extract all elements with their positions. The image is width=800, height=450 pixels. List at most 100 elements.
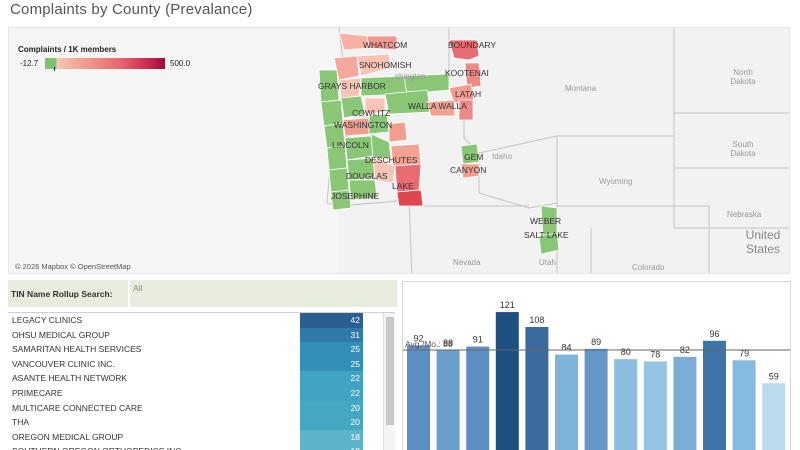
chart-bar[interactable] — [436, 349, 460, 450]
bar-value-label: 84 — [561, 343, 571, 353]
tin-name: OHSU MEDICAL GROUP — [12, 329, 110, 340]
state-label: North Dakota — [730, 68, 756, 86]
tin-name: VANCOUVER CLINIC INC. — [12, 358, 115, 369]
chart-bar[interactable] — [466, 346, 490, 450]
chart-bar[interactable] — [703, 340, 726, 450]
county-shape[interactable] — [330, 189, 352, 211]
chart-bar[interactable] — [584, 348, 608, 450]
county-shape[interactable] — [458, 99, 474, 121]
table-scrollbar[interactable] — [383, 313, 395, 450]
chart-bar[interactable] — [732, 360, 756, 450]
tin-table: LEGACY CLINICS 42 OHSU MEDICAL GROUP 31 SAMA… — [8, 312, 395, 450]
table-scrollbar-thumb[interactable] — [386, 317, 394, 425]
county-label: BOUNDARY — [448, 40, 497, 50]
tin-value: 42 — [300, 313, 363, 328]
table-row[interactable]: LEGACY CLINICS 42 — [8, 313, 395, 328]
search-input[interactable]: All — [129, 280, 397, 307]
tin-value: 22 — [300, 371, 363, 386]
tin-name: MULTICARE CONNECTED CARE — [12, 402, 143, 413]
county-shape[interactable] — [460, 163, 480, 179]
county-label: GRAYS HARBOR — [318, 81, 386, 91]
county-shape[interactable] — [388, 121, 408, 143]
county-map[interactable]: Complaints / 1K members -12.7 500.0 WHAT… — [8, 27, 790, 274]
bar-value-label: 121 — [500, 300, 515, 310]
tin-value: 20 — [300, 400, 363, 416]
tin-value: 18 — [300, 429, 363, 445]
tin-name: SAMARITAN HEALTH SERVICES — [12, 344, 142, 355]
county-label: DESCHUTES — [365, 155, 418, 165]
chart-bar[interactable] — [555, 354, 578, 450]
county-shape[interactable] — [403, 73, 450, 95]
search-label: TIN Name Rollup Search: — [8, 280, 128, 307]
table-row[interactable]: MULTICARE CONNECTED CARE 20 — [8, 400, 395, 416]
county-label: LINCOLN — [332, 140, 369, 150]
table-row[interactable]: VANCOUVER CLINIC INC. 25 — [8, 356, 395, 372]
tin-name: PRIMECARE — [12, 387, 63, 398]
table-row[interactable]: OREGON MEDICAL GROUP 18 — [8, 429, 395, 445]
map-legend: Complaints / 1K members -12.7 500.0 — [18, 45, 198, 71]
county-shape[interactable] — [348, 179, 378, 201]
map-attribution[interactable]: © 2026 Mapbox © OpenStreetMap — [15, 262, 131, 271]
county-label: SNOHOMISH — [359, 60, 412, 70]
county-shape[interactable] — [396, 189, 424, 207]
table-row[interactable]: SAMARITAN HEALTH SERVICES 25 — [8, 342, 395, 357]
chart-bar[interactable] — [643, 361, 667, 450]
tin-name: SOUTHERN OREGON ORTHOPEDICS INC — [12, 446, 181, 450]
county-label: WEBER — [530, 216, 562, 226]
state-label: Montana — [565, 84, 597, 93]
county-shape[interactable] — [372, 157, 396, 184]
chart-bar[interactable] — [673, 356, 697, 450]
tin-rows: LEGACY CLINICS 42 OHSU MEDICAL GROUP 31 SAMA… — [8, 313, 395, 450]
county-label: GEM — [464, 152, 484, 162]
table-row[interactable]: PRIMECARE 22 — [8, 385, 395, 401]
table-row[interactable]: OHSU MEDICAL GROUP 31 — [8, 327, 395, 343]
county-shape[interactable] — [426, 99, 456, 117]
county-label: DOUGLAS — [346, 171, 388, 181]
bar-value-label: 96 — [709, 329, 719, 339]
county-shapes[interactable] — [318, 32, 560, 255]
bar-value-label: 88 — [443, 338, 453, 348]
county-shape[interactable] — [464, 62, 482, 89]
county-label: WHATCOM — [363, 40, 408, 50]
chart-bar[interactable] — [495, 312, 519, 450]
county-shape[interactable] — [448, 83, 475, 104]
tin-value: 20 — [300, 415, 363, 430]
county-label: WALLA WALLA — [408, 101, 467, 111]
county-label: WASHINGTON — [334, 120, 393, 130]
county-shape[interactable] — [364, 97, 386, 115]
county-shape[interactable] — [448, 39, 480, 61]
state-label: South Dakota — [730, 140, 756, 158]
tin-value: 31 — [300, 327, 363, 343]
reference-line-label: Avg./Mo.: 88 — [405, 339, 453, 349]
table-row[interactable]: THA 20 — [8, 415, 395, 430]
state-label: Nebraska — [727, 210, 762, 219]
county-shape[interactable] — [370, 133, 392, 159]
county-shape[interactable] — [366, 35, 398, 51]
tin-value: 25 — [300, 342, 363, 357]
bar-value-label: 108 — [529, 315, 544, 325]
bar-value-label: 91 — [473, 335, 483, 345]
state-label: United States — [745, 228, 781, 256]
map-canvas[interactable] — [9, 28, 790, 274]
tin-name: OREGON MEDICAL GROUP — [12, 431, 124, 442]
bar-value-label: 80 — [621, 347, 631, 357]
chart-bar[interactable] — [525, 327, 549, 450]
table-row[interactable]: ASANTE HEALTH NETWORK 22 — [8, 371, 395, 386]
monthly-bar-chart: 92 88 91 121 108 84 89 80 78 82 96 79 59 Avg./Mo.: 88 — [402, 281, 791, 450]
chart-bar[interactable] — [762, 383, 786, 450]
county-label: SALT LAKE — [524, 230, 569, 240]
county-label: JOSEPHINE — [331, 191, 380, 201]
bar-value-label: 78 — [650, 349, 660, 359]
county-label: CANYON — [450, 165, 487, 175]
county-shape[interactable] — [460, 143, 480, 165]
tin-value: 18 — [300, 444, 363, 450]
chart-bar[interactable] — [614, 359, 638, 450]
bar-value-label: 59 — [769, 371, 779, 381]
table-row[interactable]: SOUTHERN OREGON ORTHOPEDICS INC 18 — [8, 444, 395, 450]
county-shape[interactable] — [356, 53, 392, 77]
chart-bar[interactable] — [407, 345, 430, 450]
county-label: KOOTENAI — [445, 68, 489, 78]
bar-value-label: 92 — [413, 333, 423, 343]
county-shape[interactable] — [538, 232, 560, 255]
